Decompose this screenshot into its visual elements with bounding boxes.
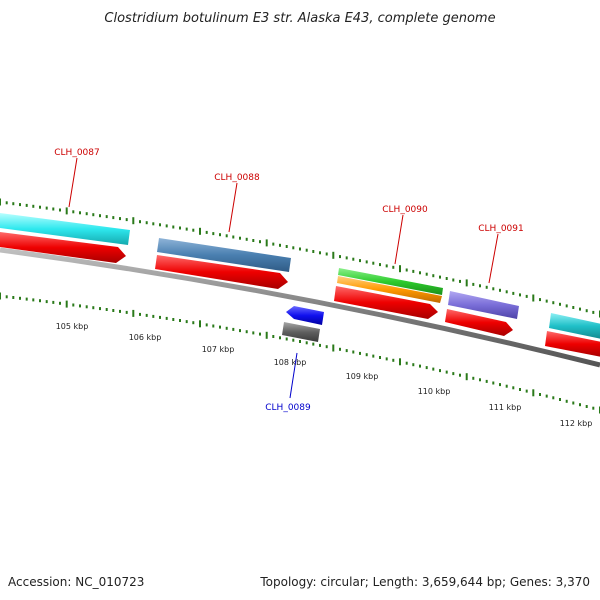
feature-bar-steel bbox=[157, 238, 291, 272]
label-leaders bbox=[68, 157, 499, 399]
cds-arrow-clh-0087 bbox=[0, 232, 126, 263]
leader-clh-0090 bbox=[394, 214, 404, 265]
genome-title: Clostridium botulinum E3 str. Alaska E43… bbox=[104, 11, 495, 26]
feature-bar-gray bbox=[282, 322, 320, 342]
feature-bar-purple bbox=[448, 291, 519, 319]
genome-summary-text: Topology: circular; Length: 3,659,644 bp… bbox=[259, 575, 590, 589]
cds-arrow-clh-0088 bbox=[155, 255, 288, 289]
label-clh-0089[interactable]: CLH_0089 bbox=[265, 403, 311, 413]
feature-bar-green bbox=[338, 268, 443, 295]
scale-label: 110 kbp bbox=[418, 387, 451, 396]
scale-label: 105 kbp bbox=[56, 322, 89, 331]
cds-arrow-partial bbox=[545, 331, 600, 357]
cds-arrow-clh-0091 bbox=[445, 309, 513, 336]
feature-bar-cyan bbox=[0, 213, 130, 245]
gene-clh-0088[interactable] bbox=[155, 238, 291, 289]
cds-arrow-clh-0090 bbox=[334, 286, 438, 319]
label-clh-0090[interactable]: CLH_0090 bbox=[382, 205, 428, 215]
leader-clh-0087 bbox=[68, 157, 78, 208]
gene-clh-0087[interactable] bbox=[0, 213, 130, 263]
feature-bar-teal bbox=[549, 313, 600, 339]
scale-labels: 105 kbp 106 kbp 107 kbp 108 kbp 109 kbp … bbox=[56, 322, 593, 428]
scale-label: 106 kbp bbox=[129, 333, 162, 342]
cds-arrow-clh-0089 bbox=[286, 306, 324, 325]
scale-label: 112 kbp bbox=[560, 419, 593, 428]
gene-partial-right[interactable] bbox=[545, 313, 600, 357]
scale-label: 107 kbp bbox=[202, 345, 235, 354]
gene-clh-0089[interactable] bbox=[282, 306, 324, 342]
label-clh-0087[interactable]: CLH_0087 bbox=[54, 148, 99, 158]
gene-clh-0091[interactable] bbox=[445, 291, 519, 336]
accession-text: Accession: NC_010723 bbox=[8, 575, 144, 589]
leader-clh-0088 bbox=[228, 182, 238, 233]
genome-backbone bbox=[0, 247, 600, 368]
upper-tick-arc bbox=[0, 198, 600, 318]
leader-clh-0091 bbox=[488, 233, 499, 284]
scale-label: 109 kbp bbox=[346, 372, 379, 381]
leader-clh-0089 bbox=[289, 352, 298, 399]
feature-bar-orange bbox=[337, 276, 442, 303]
gene-clh-0090[interactable] bbox=[334, 268, 443, 319]
label-clh-0088[interactable]: CLH_0088 bbox=[214, 173, 260, 183]
lower-tick-arc bbox=[0, 292, 600, 414]
scale-label: 111 kbp bbox=[489, 403, 522, 412]
scale-label: 108 kbp bbox=[274, 358, 307, 367]
label-clh-0091[interactable]: CLH_0091 bbox=[478, 224, 523, 234]
